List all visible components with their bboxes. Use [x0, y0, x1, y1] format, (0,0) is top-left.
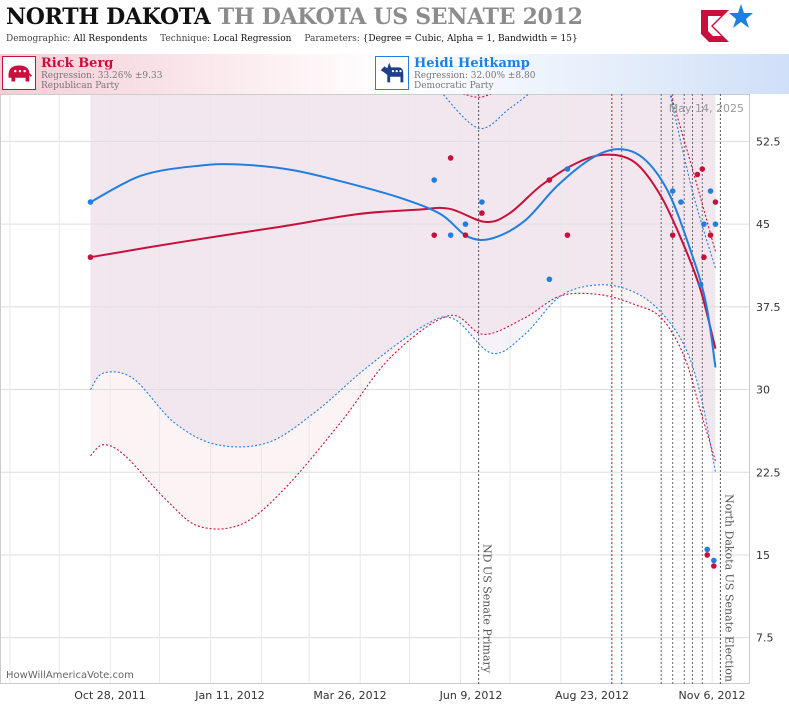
- y-tick-label: 45: [756, 218, 770, 231]
- regression-chart: 7.5 15 22.5 30 37.5 45 52.5 Oct 28, 2011 Jan 11,…: [0, 94, 781, 702]
- poll-point-heitkamp: [431, 177, 438, 183]
- x-tick-label: Jun 9, 2012: [439, 689, 503, 702]
- date-stamp: May 14, 2025: [669, 102, 744, 115]
- poll-point-berg: [694, 171, 701, 178]
- param-demographic-value: All Respondents: [73, 34, 148, 44]
- site-logo-icon: [701, 4, 753, 42]
- poll-point-berg: [707, 232, 714, 238]
- poll-point-heitkamp: [546, 276, 553, 283]
- poll-point-berg: [701, 254, 707, 261]
- event-label: ND US Senate Primary: [481, 544, 494, 674]
- y-tick-label: 7.5: [756, 632, 774, 645]
- param-demographic-key: Demographic:: [6, 34, 71, 44]
- event-label: North Dakota US Senate Election: [722, 494, 735, 682]
- poll-point-heitkamp: [479, 199, 485, 205]
- poll-point-berg: [712, 199, 719, 205]
- poll-point-heitkamp: [704, 546, 711, 553]
- confidence-band-heitkamp: [90, 94, 716, 473]
- poll-point-heitkamp: [678, 199, 684, 205]
- title-state: NORTH DAKOTA: [6, 4, 211, 30]
- poll-point-berg: [699, 166, 706, 172]
- poll-point-berg: [462, 232, 469, 238]
- poll-point-berg: [704, 552, 711, 558]
- x-tick-label: Oct 28, 2011: [74, 689, 146, 702]
- confidence-bound-heitkamp: [669, 94, 717, 269]
- y-tick-label: 52.5: [756, 135, 781, 148]
- y-tick-label: 37.5: [756, 301, 781, 314]
- poll-point-berg: [87, 254, 94, 261]
- poll-point-berg: [711, 563, 717, 569]
- y-tick-label: 30: [756, 384, 770, 397]
- candidate-legend: Rick Berg Regression: 33.26% ±9.33 Repub…: [0, 54, 789, 94]
- poll-point-heitkamp: [564, 166, 571, 172]
- poll-point-berg: [431, 232, 438, 238]
- candidate-party: Democratic Party: [414, 81, 494, 91]
- poll-point-heitkamp: [711, 557, 717, 564]
- trend-line-heitkamp: [90, 148, 717, 368]
- poll-point-heitkamp: [669, 188, 676, 194]
- poll-point-berg: [669, 232, 676, 238]
- candidate-name: Rick Berg: [41, 56, 114, 71]
- poll-point-berg: [546, 177, 553, 183]
- chart-header: NORTH DAKOTA TH DAKOTA US SENATE 2012 De…: [0, 0, 789, 52]
- candidate-regression: Regression: 33.26% ±9.33: [41, 71, 163, 81]
- title-race: TH DAKOTA US SENATE 2012: [217, 4, 583, 30]
- poll-point-heitkamp: [447, 232, 454, 238]
- poll-point-heitkamp: [701, 221, 707, 227]
- poll-point-berg: [479, 210, 485, 216]
- confidence-band-berg: [90, 94, 716, 530]
- chart-title: NORTH DAKOTA TH DAKOTA US SENATE 2012: [6, 4, 583, 30]
- y-tick-label: 15: [756, 549, 770, 562]
- confidence-bound-heitkamp: [442, 94, 530, 129]
- param-technique-key: Technique:: [160, 34, 211, 44]
- x-tick-label: Mar 26, 2012: [313, 689, 386, 702]
- poll-point-heitkamp: [462, 221, 469, 227]
- confidence-bound-berg: [90, 292, 717, 530]
- confidence-bound-heitkamp: [90, 284, 717, 473]
- plot-frame: [0, 94, 750, 684]
- donkey-icon: [375, 56, 409, 90]
- candidate-regression: Regression: 32.00% ±8.80: [414, 71, 536, 81]
- poll-point-heitkamp: [712, 221, 719, 227]
- candidate-name: Heidi Heitkamp: [414, 56, 530, 71]
- confidence-bound-berg: [670, 94, 717, 252]
- poll-point-heitkamp: [87, 199, 94, 205]
- source-credit: HowWillAmericaVote.com: [6, 670, 134, 681]
- x-tick-label: Aug 23, 2012: [555, 689, 629, 702]
- poll-point-berg: [564, 232, 571, 238]
- poll-point-heitkamp: [697, 281, 704, 288]
- trend-line-berg: [90, 153, 717, 349]
- poll-point-berg: [447, 155, 454, 161]
- parameters-line: Demographic: All Respondents Technique: …: [6, 34, 578, 44]
- poll-point-heitkamp: [707, 188, 714, 194]
- y-tick-label: 22.5: [756, 466, 781, 479]
- x-tick-label: Nov 6, 2012: [679, 689, 746, 702]
- elephant-icon: [2, 56, 36, 90]
- param-parameters-key: Parameters:: [304, 34, 360, 44]
- param-parameters-value: {Degree = Cubic, Alpha = 1, Bandwidth = …: [362, 34, 578, 44]
- param-technique-value: Local Regression: [213, 34, 292, 44]
- x-tick-label: Jan 11, 2012: [194, 689, 264, 702]
- candidate-party: Republican Party: [41, 81, 120, 91]
